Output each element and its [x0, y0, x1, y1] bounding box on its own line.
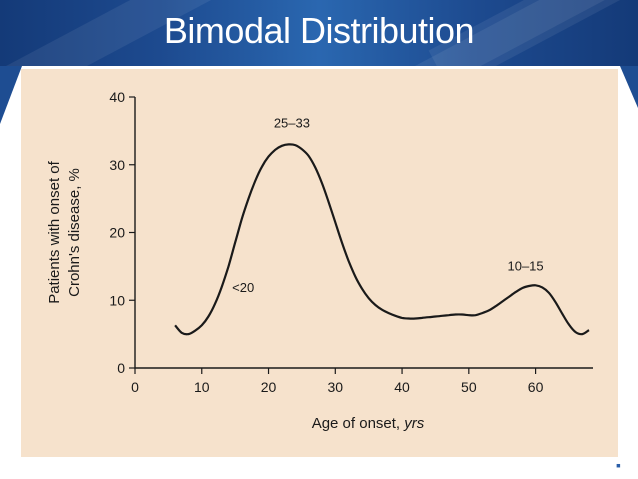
decor-wedge-right — [620, 66, 638, 108]
x-tick-label: 40 — [394, 379, 410, 395]
series — [174, 143, 590, 336]
annotation-label: 25–33 — [274, 115, 310, 130]
small-square-icon: ▪ — [616, 457, 621, 473]
y-axis-title-line: Patients with onset of — [46, 160, 63, 303]
ticks: 0 10 20 30 40 50 60 0 10 20 30 40 — [109, 89, 543, 395]
axis-frame — [134, 97, 593, 369]
y-tick-label: 10 — [109, 292, 125, 308]
x-tick-label: 60 — [528, 379, 544, 395]
title-bar: Bimodal Distribution — [0, 0, 638, 66]
y-tick-label: 0 — [117, 360, 125, 376]
y-axis-title: Patients with onset of Crohn's disease, % — [46, 160, 83, 303]
annotation-label: 10–15 — [507, 258, 543, 273]
x-tick-label: 20 — [261, 379, 277, 395]
x-tick-label: 50 — [461, 379, 477, 395]
x-axis-title-unit: yrs — [403, 415, 424, 432]
y-tick-label: 20 — [109, 225, 125, 241]
chart: Patients with onset of Crohn's disease, %… — [46, 89, 593, 432]
x-axis-title-text: Age of onset, — [312, 415, 405, 432]
x-tick-label: 10 — [194, 379, 210, 395]
y-tick-label: 40 — [109, 89, 125, 105]
annotation-label: <20 — [232, 280, 254, 295]
series-line — [174, 143, 590, 336]
axes — [134, 97, 593, 369]
figure-panel: Patients with onset of Crohn's disease, %… — [21, 69, 618, 457]
y-axis-title-line: Crohn's disease, % — [66, 168, 83, 297]
decor-wedge-left — [0, 66, 22, 124]
slide-title: Bimodal Distribution — [163, 10, 475, 51]
y-tick-label: 30 — [109, 157, 125, 173]
annotations: 25–33 <20 10–15 — [232, 115, 544, 295]
x-axis-title: Age of onset, yrs — [312, 415, 425, 432]
x-tick-label: 0 — [131, 379, 139, 395]
x-tick-label: 30 — [328, 379, 344, 395]
